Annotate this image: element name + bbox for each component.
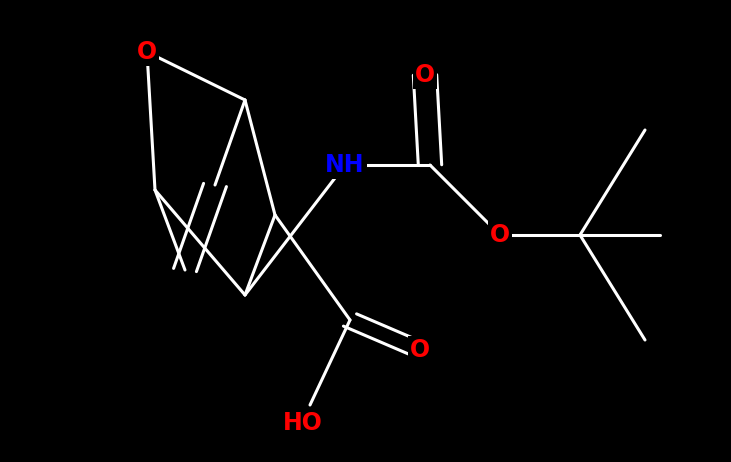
Text: O: O [490,223,510,247]
Text: HO: HO [283,412,322,436]
Text: O: O [137,40,157,64]
Text: O: O [410,338,430,362]
Text: NH: NH [325,153,365,177]
Text: O: O [415,63,435,87]
